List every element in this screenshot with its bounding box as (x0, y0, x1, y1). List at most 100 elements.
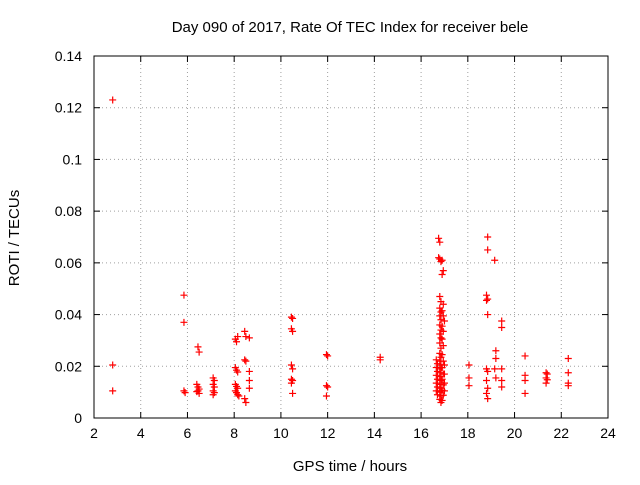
data-point (436, 238, 444, 246)
data-point (324, 352, 332, 360)
data-point (324, 383, 332, 391)
data-point (564, 355, 572, 363)
data-point (242, 333, 250, 341)
data-point (484, 395, 492, 403)
y-tick-label: 0.04 (55, 307, 82, 323)
data-point (289, 314, 297, 322)
data-point (245, 377, 253, 385)
data-point (465, 382, 473, 390)
data-point (242, 398, 250, 406)
x-tick-label: 16 (413, 425, 429, 441)
x-tick-label: 20 (507, 425, 523, 441)
x-tick-label: 12 (320, 425, 336, 441)
data-point (564, 369, 572, 377)
data-point (437, 308, 445, 316)
data-point (492, 355, 500, 363)
data-point (109, 387, 117, 395)
data-point (432, 387, 440, 395)
data-point (440, 317, 448, 325)
data-point (209, 391, 217, 399)
data-point (242, 357, 250, 365)
data-point (483, 296, 491, 304)
data-point (542, 379, 550, 387)
data-point (245, 384, 253, 392)
data-point (438, 335, 446, 343)
data-point (498, 377, 506, 385)
data-point (234, 333, 242, 341)
data-point (438, 322, 446, 330)
data-point (109, 96, 117, 104)
data-point (521, 377, 529, 385)
x-tick-label: 6 (184, 425, 192, 441)
x-tick-label: 2 (90, 425, 98, 441)
data-point (498, 317, 506, 325)
data-point (439, 327, 447, 335)
data-point (440, 387, 448, 395)
data-point (180, 318, 188, 326)
data-point (521, 352, 529, 360)
data-point (438, 396, 446, 404)
data-point (484, 367, 492, 375)
tick-labels: 2 4 6 8 10 12 14 16 18 20 22 2400.020.040.060.080.1… (55, 48, 616, 441)
data-point (289, 389, 297, 397)
data-point (241, 395, 249, 403)
data-point (287, 361, 295, 369)
data-point (322, 382, 330, 390)
data-point (438, 270, 446, 278)
data-point (289, 327, 297, 335)
data-point (234, 368, 242, 376)
data-point (438, 375, 446, 383)
data-point (245, 334, 253, 342)
data-point (498, 383, 506, 391)
data-point (195, 348, 203, 356)
data-point (435, 234, 443, 242)
data-point (498, 365, 506, 373)
data-point (439, 391, 447, 399)
grid-lines (94, 56, 608, 418)
data-point (437, 316, 445, 324)
x-tick-label: 4 (137, 425, 145, 441)
data-point (436, 339, 444, 347)
data-point (484, 233, 492, 241)
data-point (437, 377, 445, 385)
y-tick-label: 0 (74, 410, 82, 426)
data-point (564, 382, 572, 390)
data-point (432, 379, 440, 387)
data-point (432, 364, 440, 372)
data-point (180, 291, 188, 299)
data-point (432, 356, 440, 364)
data-point (435, 254, 443, 262)
x-tick-label: 18 (460, 425, 476, 441)
data-point (241, 327, 249, 335)
data-point (233, 338, 241, 346)
data-point (181, 389, 189, 397)
x-tick-label: 14 (367, 425, 383, 441)
data-point (241, 356, 249, 364)
data-points (109, 96, 572, 406)
axis-ticks (93, 55, 609, 419)
data-point (194, 387, 202, 395)
data-point (465, 374, 473, 382)
y-tick-label: 0.08 (55, 203, 82, 219)
plot-frame (93, 55, 609, 419)
data-point (440, 361, 448, 369)
x-tick-label: 8 (230, 425, 238, 441)
data-point (438, 351, 446, 359)
data-point (484, 311, 492, 319)
data-point (521, 389, 529, 397)
data-point (437, 258, 445, 266)
data-point (436, 292, 444, 300)
data-point (235, 392, 243, 400)
data-point (440, 370, 448, 378)
y-tick-label: 0.1 (63, 151, 83, 167)
y-tick-label: 0.02 (55, 358, 82, 374)
data-point (491, 365, 499, 373)
x-tick-label: 10 (273, 425, 289, 441)
data-point (437, 334, 445, 342)
data-point (439, 300, 447, 308)
data-point (287, 313, 295, 321)
data-point (440, 379, 448, 387)
